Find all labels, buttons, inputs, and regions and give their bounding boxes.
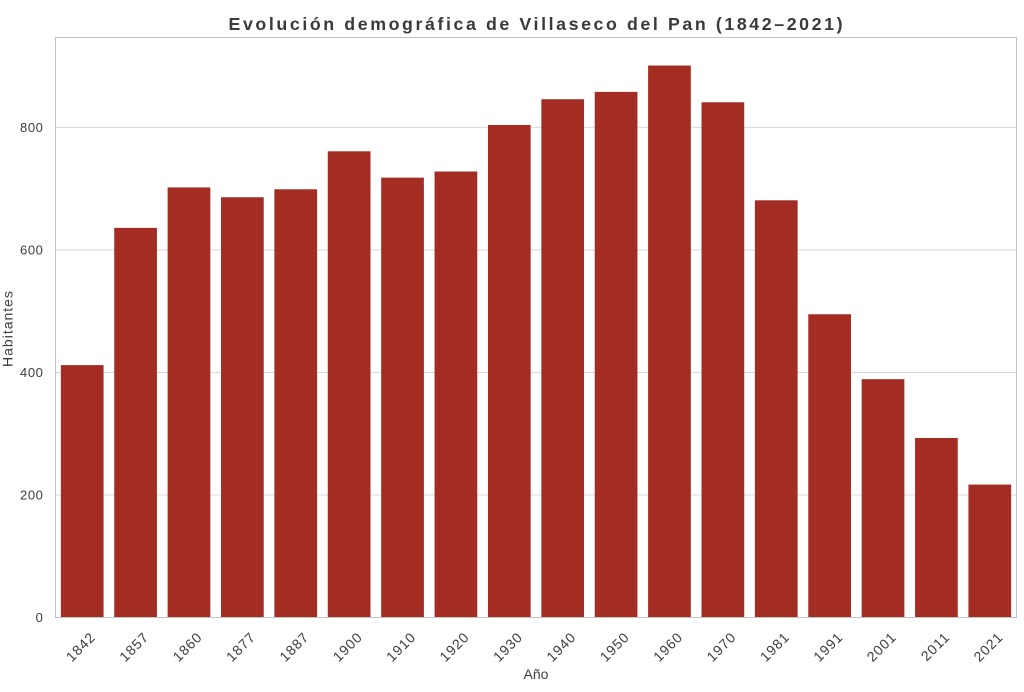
svg-text:400: 400 (20, 365, 44, 380)
svg-text:800: 800 (20, 120, 44, 135)
svg-text:200: 200 (20, 488, 44, 503)
svg-text:Año: Año (524, 666, 549, 682)
svg-text:Habitantes: Habitantes (0, 290, 16, 367)
svg-text:600: 600 (20, 243, 44, 258)
svg-text:Evolución demográfica de Villa: Evolución demográfica de Villaseco del P… (229, 14, 843, 34)
svg-text:0: 0 (36, 610, 44, 625)
